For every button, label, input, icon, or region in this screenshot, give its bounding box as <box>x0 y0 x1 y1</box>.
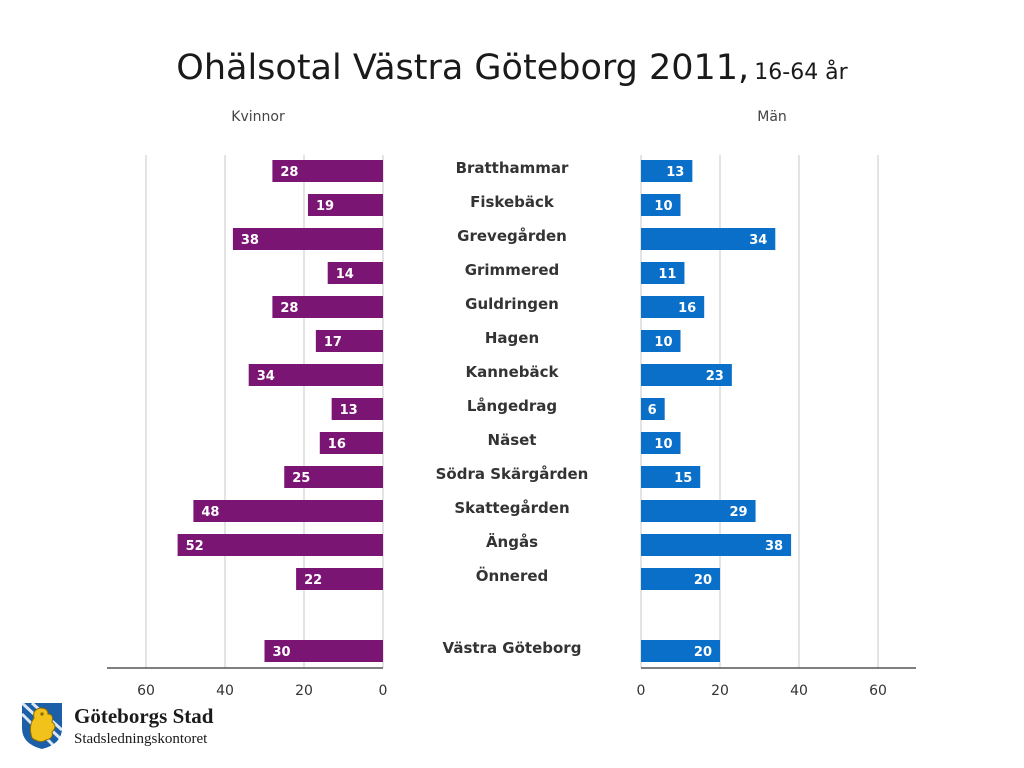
bar-women <box>193 500 383 522</box>
tick-label-men: 60 <box>869 683 887 699</box>
data-label-women: 16 <box>328 437 346 452</box>
bar-men <box>641 432 681 454</box>
category-label: Kannebäck <box>465 363 559 381</box>
data-label-women: 13 <box>340 403 358 418</box>
category-label: Grevegården <box>457 227 567 245</box>
bar-men <box>641 296 705 318</box>
data-label-women: 25 <box>292 471 310 486</box>
bar-men <box>641 534 792 556</box>
series-label-men: Män <box>757 109 787 125</box>
bar-women <box>232 228 383 250</box>
tick-label-men: 0 <box>637 683 646 699</box>
data-label-women: 30 <box>273 645 291 660</box>
data-label-women: 28 <box>280 165 298 180</box>
category-label: Ängås <box>486 532 538 551</box>
diverging-bar-chart: Kvinnor Män 60 40 20 0 0 20 40 60 28 13 Bratthammar 1… <box>107 109 916 699</box>
bar-women <box>296 568 383 590</box>
data-label-men: 10 <box>654 335 672 350</box>
data-label-men: 38 <box>765 539 783 554</box>
tick-label-men: 40 <box>790 683 808 699</box>
data-label-men: 29 <box>729 505 747 520</box>
chart-title-sub: 16-64 år <box>754 60 848 85</box>
tick-label-women: 20 <box>295 683 313 699</box>
data-label-men: 10 <box>654 199 672 214</box>
bar-men <box>641 160 693 182</box>
bar-men <box>641 640 720 662</box>
data-label-women: 48 <box>201 505 219 520</box>
category-label: Önnered <box>476 566 549 585</box>
category-label: Långedrag <box>467 397 557 415</box>
category-label: Fiskebäck <box>470 193 555 211</box>
bar-women <box>248 364 383 386</box>
data-label-women: 38 <box>241 233 259 248</box>
bar-women <box>307 194 383 216</box>
category-label: Södra Skärgården <box>436 465 589 483</box>
tick-label-women: 60 <box>137 683 155 699</box>
series-label-women: Kvinnor <box>231 109 285 125</box>
category-label: Guldringen <box>465 295 559 313</box>
bar-men <box>641 194 681 216</box>
data-label-women: 28 <box>280 301 298 316</box>
category-label: Skattegården <box>454 499 569 517</box>
bar-women <box>315 330 383 352</box>
data-label-men: 10 <box>654 437 672 452</box>
bar-men <box>641 330 681 352</box>
data-label-men: 34 <box>749 233 767 248</box>
data-label-men: 6 <box>648 403 657 418</box>
data-label-men: 15 <box>674 471 692 486</box>
tick-label-men: 20 <box>711 683 729 699</box>
lion-crest-icon <box>20 701 64 749</box>
data-label-women: 22 <box>304 573 322 588</box>
data-label-men: 16 <box>678 301 696 316</box>
bar-women <box>272 160 383 182</box>
bar-women <box>319 432 383 454</box>
category-label: Näset <box>488 431 537 449</box>
data-label-men: 13 <box>666 165 684 180</box>
data-label-women: 52 <box>186 539 204 554</box>
bar-men <box>641 262 685 284</box>
data-label-men: 20 <box>694 645 712 660</box>
chart-title-main: Ohälsotal Västra Göteborg 2011, <box>176 48 750 88</box>
category-label: Västra Göteborg <box>443 639 582 657</box>
logo: Göteborgs Stad Stadsledningskontoret <box>18 700 258 756</box>
bar-women <box>272 296 383 318</box>
bar-men <box>641 500 756 522</box>
bar-men <box>641 364 732 386</box>
tick-label-women: 0 <box>379 683 388 699</box>
data-label-women: 14 <box>336 267 354 282</box>
category-label: Hagen <box>485 329 539 347</box>
bar-men <box>641 568 720 590</box>
bar-men <box>641 466 701 488</box>
data-label-men: 23 <box>706 369 724 384</box>
category-label: Grimmered <box>465 261 560 279</box>
data-label-men: 20 <box>694 573 712 588</box>
data-label-women: 34 <box>257 369 275 384</box>
chart-title: Ohälsotal Västra Göteborg 2011, 16-64 år <box>0 48 1024 88</box>
data-label-women: 17 <box>324 335 342 350</box>
bar-women <box>331 398 383 420</box>
bar-women <box>264 640 383 662</box>
bar-women <box>177 534 383 556</box>
data-label-men: 11 <box>658 267 676 282</box>
bar-men <box>641 228 776 250</box>
data-label-women: 19 <box>316 199 334 214</box>
bar-women <box>327 262 383 284</box>
category-label: Bratthammar <box>456 159 569 177</box>
logo-name: Göteborgs Stad <box>74 704 214 728</box>
bar-men <box>641 398 665 420</box>
bar-women <box>284 466 383 488</box>
tick-label-women: 40 <box>216 683 234 699</box>
logo-dept: Stadsledningskontoret <box>74 731 208 747</box>
